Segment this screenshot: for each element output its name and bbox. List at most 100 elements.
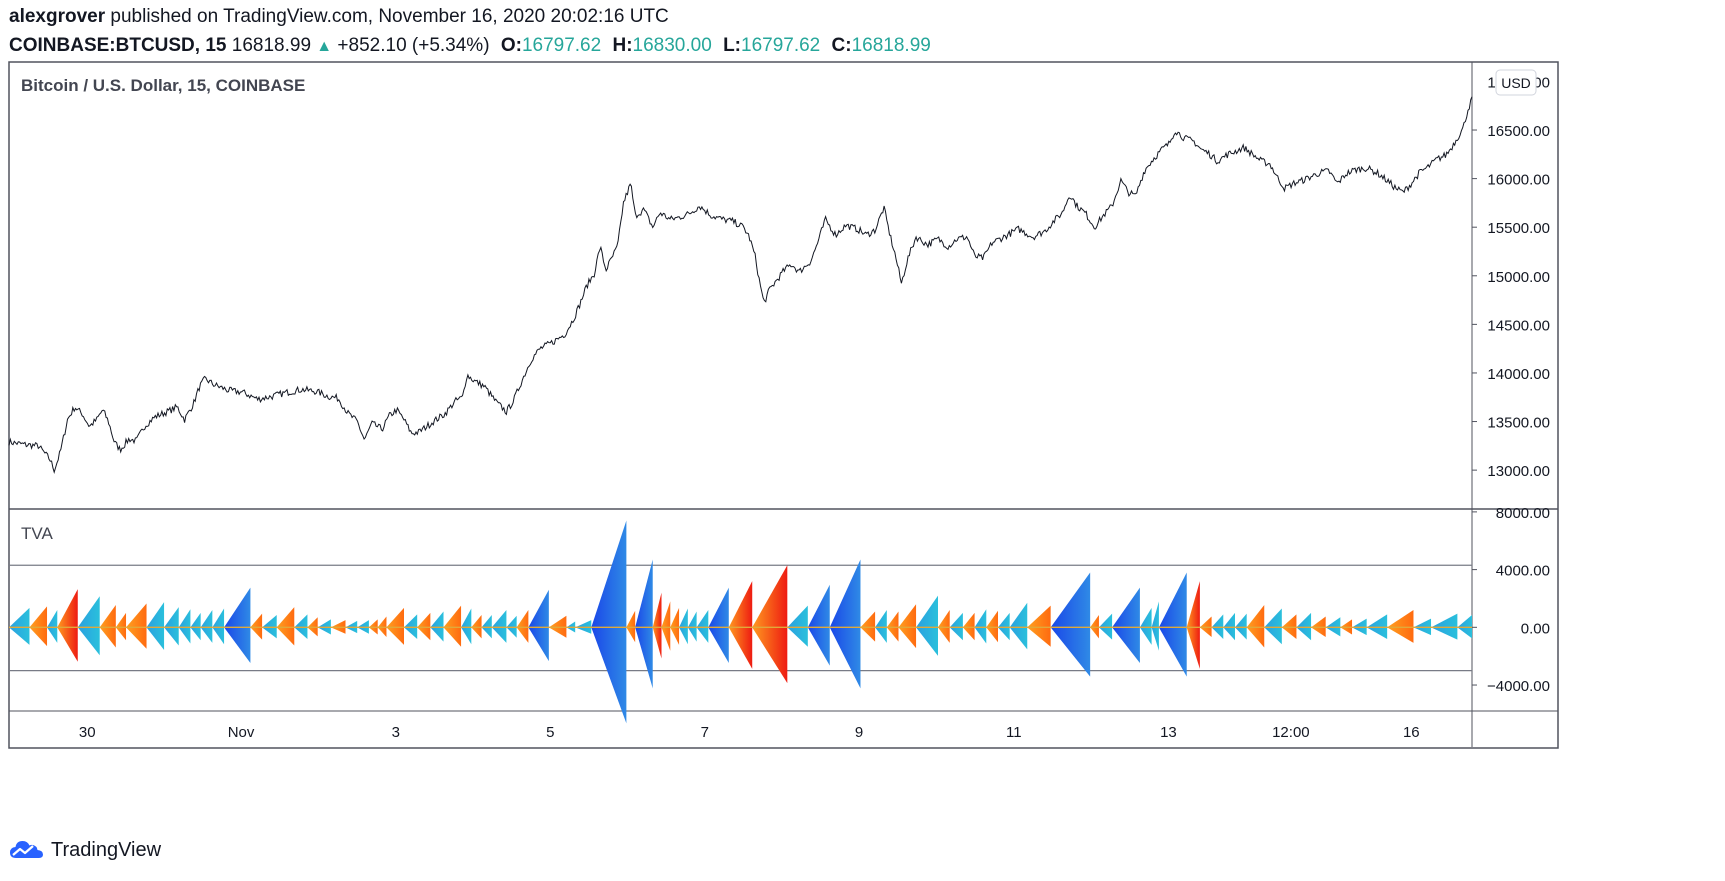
price-tick-label: 13000.00 (1487, 463, 1550, 480)
time-tick-label: 11 (1006, 724, 1022, 741)
tva-triangle (875, 610, 887, 643)
tva-triangle (886, 611, 899, 642)
tva-triangle (1264, 608, 1282, 645)
tva-triangle (962, 612, 975, 641)
tva-triangle (626, 610, 636, 643)
time-tick-label: 16 (1403, 724, 1420, 741)
tva-triangle (752, 565, 788, 684)
last-price: 16818.99 (231, 35, 312, 56)
tva-pane-title: TVA (21, 524, 53, 543)
tva-triangle (178, 609, 191, 644)
time-tick-label: 5 (546, 724, 554, 741)
price-tick-label: 13500.00 (1487, 415, 1550, 432)
time-tick-label: 3 (392, 724, 400, 741)
tva-triangle (9, 607, 30, 645)
tva-triangle (126, 603, 147, 649)
tradingview-footer[interactable]: TradingView (9, 838, 161, 862)
tva-triangle (146, 602, 165, 651)
tva-triangle (787, 605, 808, 647)
published-text: published on TradingView.com, November 1… (110, 6, 669, 27)
low-value: 16797.62 (741, 35, 821, 56)
tva-triangle (77, 596, 100, 656)
high-label: H: (612, 35, 633, 56)
tva-triangle (491, 610, 507, 643)
publish-info: alexgrover published on TradingView.com,… (9, 6, 669, 28)
price-tick-label: 15500.00 (1487, 220, 1550, 237)
tva-triangle (1431, 613, 1458, 640)
tva-triangle (829, 559, 861, 689)
tva-triangle (164, 607, 179, 646)
tva-triangle (1186, 581, 1200, 669)
tva-triangle (1009, 602, 1028, 650)
time-tick-label: 7 (701, 724, 709, 741)
tva-triangle (1098, 613, 1113, 640)
open-label: O: (500, 35, 522, 56)
price-tick-label: 14000.00 (1487, 366, 1550, 383)
tva-triangle (708, 587, 729, 664)
tva-triangle (212, 608, 225, 645)
tva-triangle (47, 610, 58, 643)
tva-triangle (591, 520, 627, 724)
high-value: 16830.00 (632, 35, 712, 56)
tva-triangle (430, 611, 444, 642)
tva-triangle (1296, 612, 1312, 641)
tva-triangle (898, 604, 917, 649)
time-tick-label: 30 (79, 724, 96, 741)
tva-triangle (916, 595, 939, 656)
tva-tick-label: 8000.00 (1496, 505, 1550, 522)
tva-triangle (1246, 604, 1265, 648)
author-name[interactable]: alexgrover (9, 6, 106, 27)
tva-triangle (679, 608, 688, 645)
low-label: L: (723, 35, 741, 56)
tva-triangle (1387, 610, 1414, 643)
tva-triangle (528, 589, 549, 662)
brand-name: TradingView (51, 838, 162, 861)
tva-triangle (115, 612, 127, 641)
symbol-label[interactable]: COINBASE:BTCUSD, 15 (9, 35, 227, 56)
tva-triangle (986, 610, 998, 643)
currency-badge[interactable]: USD (1495, 69, 1537, 96)
time-tick-label: 9 (855, 724, 863, 741)
tva-triangle (516, 610, 529, 643)
tva-triangle (949, 612, 963, 641)
tva-triangle (29, 606, 48, 647)
tva-triangle (1223, 612, 1235, 641)
close-label: C: (831, 35, 852, 56)
time-tick-label: Nov (228, 724, 255, 741)
currency-badge-label: USD (1501, 75, 1531, 91)
tva-triangle (417, 612, 431, 641)
tva-triangle (807, 584, 830, 666)
tva-triangle (386, 607, 405, 645)
tva-triangle (1112, 587, 1140, 664)
tva-tick-label: 0.00 (1521, 620, 1550, 637)
tva-triangle (974, 609, 987, 644)
tradingview-cloud-icon (10, 841, 43, 858)
open-value: 16797.62 (521, 35, 602, 56)
tva-triangle (461, 608, 472, 645)
tva-triangle (250, 613, 263, 640)
tva-triangle (728, 581, 753, 669)
price-pane-title: Bitcoin / U.S. Dollar, 15, COINBASE (21, 76, 305, 95)
time-tick-label: 13 (1160, 724, 1177, 741)
price-tick-label: 15000.00 (1487, 269, 1550, 286)
price-tick-label: 16500.00 (1487, 123, 1550, 140)
tva-triangle (635, 559, 653, 689)
currency-badge-box (1495, 69, 1537, 96)
tva-triangle (224, 587, 251, 664)
tva-triangle (1234, 613, 1247, 640)
tva-triangle (190, 612, 201, 641)
tva-triangle (652, 592, 662, 659)
tva-triangle (276, 607, 295, 646)
tva-triangle (1027, 605, 1051, 647)
tva-triangle (443, 605, 462, 647)
tva-triangle (938, 610, 950, 643)
tva-tick-label: −4000.00 (1487, 678, 1550, 695)
tva-triangle (997, 612, 1010, 641)
tva-triangle (1158, 572, 1187, 677)
tva-triangle (670, 607, 680, 645)
time-tick-label: 12:00 (1272, 724, 1310, 741)
tva-triangle (1151, 601, 1159, 651)
tva-triangle (57, 589, 78, 662)
price-line (8, 96, 1473, 474)
